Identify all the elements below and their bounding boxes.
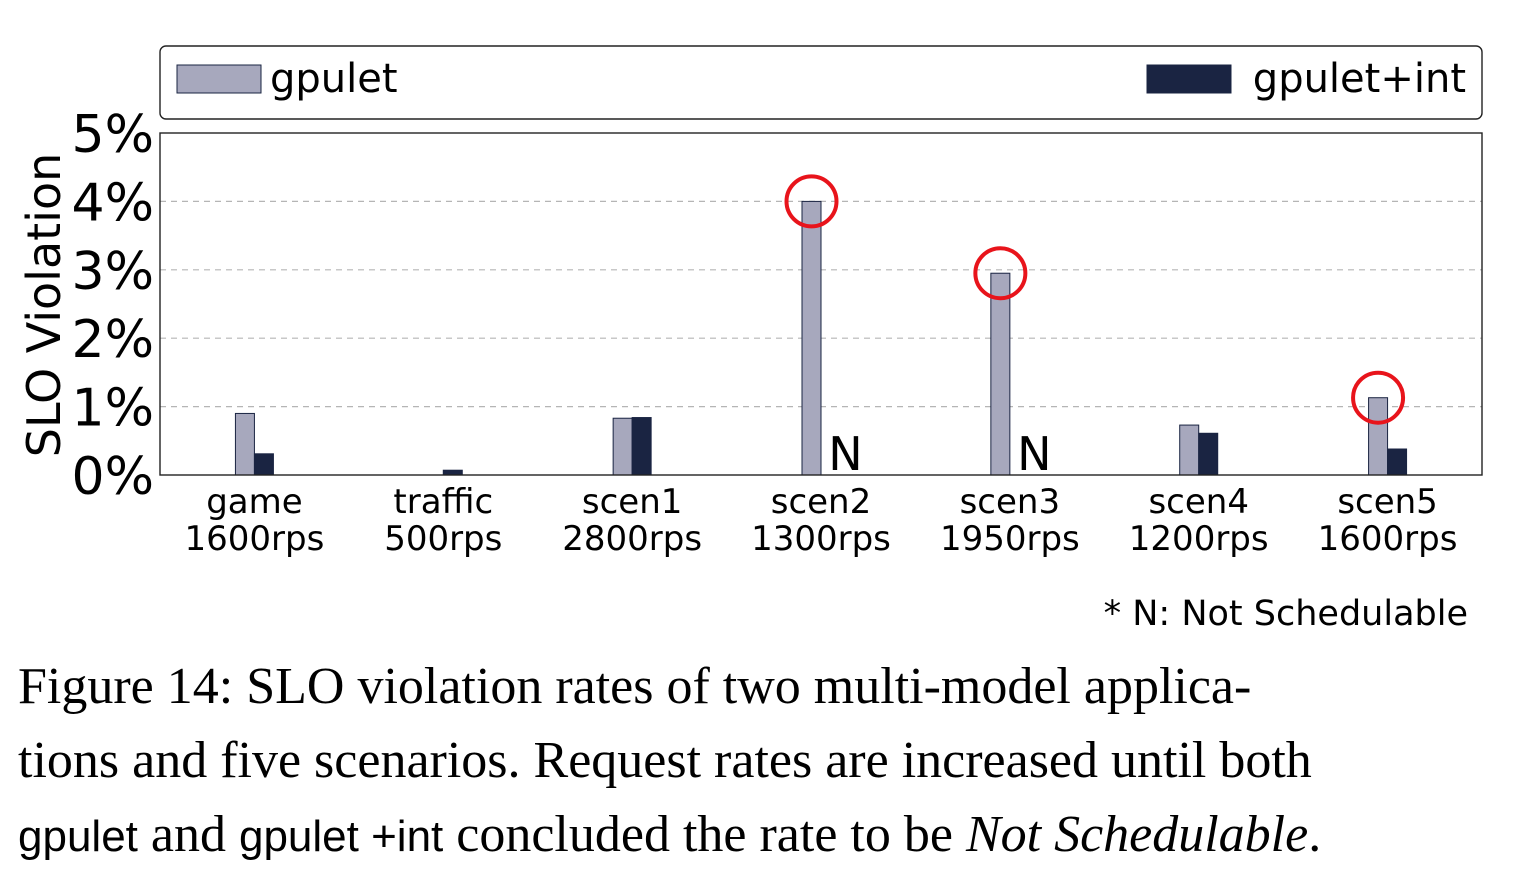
bar-gpulet-int-scen5	[1387, 448, 1408, 476]
plot-frame	[159, 132, 1483, 476]
caption-gpulet-int: gpulet +int	[238, 812, 444, 861]
caption-line-2: tions and five scenarios. Request rates …	[18, 732, 1312, 789]
bar-gpulet-int-traffic	[442, 469, 463, 476]
x-tick-label-name: scen2	[771, 482, 872, 522]
x-tick-label-rate: 1600rps	[185, 519, 325, 559]
x-tick-label-rate: 2800rps	[562, 519, 702, 559]
bar-gpulet-game	[234, 412, 255, 476]
x-tick-label-name: scen3	[960, 482, 1061, 522]
bar-gpulet-scen1	[612, 417, 633, 476]
highlight-circle	[1351, 370, 1406, 425]
highlight-circle	[784, 174, 839, 229]
caption-line-1: Figure 14: SLO violation rates of two mu…	[18, 658, 1252, 715]
highlight-circle	[973, 246, 1028, 301]
caption-gpulet: gpulet	[18, 812, 138, 861]
x-tick-label-rate: 1950rps	[940, 519, 1080, 559]
x-tick-label-name: scen5	[1337, 482, 1438, 522]
bar-gpulet-scen4	[1179, 424, 1200, 476]
x-tick-label-rate: 1600rps	[1318, 519, 1458, 559]
bar-gpulet-int-scen4	[1198, 432, 1219, 476]
x-tick-label-rate: 1200rps	[1129, 519, 1269, 559]
y-tick-label: 0%	[72, 447, 155, 507]
footnote: * N: Not Schedulable	[1104, 594, 1468, 634]
y-tick-label: 1%	[72, 379, 155, 439]
x-tick-label-rate: 500rps	[384, 519, 502, 559]
y-axis-label: SLO Violation	[17, 153, 71, 457]
bar-gpulet-int-game	[253, 453, 274, 476]
figure-caption: Figure 14: SLO violation rates of two mu…	[18, 650, 1518, 874]
caption-not-schedulable: Not Schedulable	[965, 806, 1309, 863]
x-tick-label-name: traffic	[393, 482, 493, 522]
caption-line-3: gpulet and gpulet +int concluded the rat…	[18, 806, 1322, 863]
x-tick-label-name: scen1	[582, 482, 683, 522]
bars	[234, 200, 1408, 476]
x-tick-label-rate: 1300rps	[751, 519, 891, 559]
bar-gpulet-scen2	[801, 200, 822, 476]
legend-swatch-gpulet	[176, 64, 262, 94]
axes: 0%1%2%3%4%5%game1600rpstraffic500rpsscen…	[72, 105, 1483, 559]
y-tick-label: 2%	[72, 310, 155, 370]
not-schedulable-marker: N	[1017, 427, 1051, 481]
legend-label-gpulet-int: gpulet+int	[1253, 56, 1466, 102]
bar-gpulet-scen5	[1368, 397, 1389, 476]
x-tick-label-name: game	[206, 482, 302, 522]
bar-gpulet-scen3	[990, 272, 1011, 476]
y-tick-label: 4%	[72, 173, 155, 233]
x-tick-label-name: scen4	[1148, 482, 1249, 522]
legend-box	[159, 45, 1483, 120]
y-tick-label: 3%	[72, 242, 155, 302]
legend-swatch-gpulet-int	[1146, 64, 1232, 94]
legend-label-gpulet: gpulet	[270, 56, 398, 102]
legend: gpulet gpulet+int	[159, 45, 1483, 120]
not-schedulable-marker: N	[828, 427, 862, 481]
bar-gpulet-int-scen1	[631, 417, 652, 476]
y-tick-label: 5%	[72, 105, 155, 165]
